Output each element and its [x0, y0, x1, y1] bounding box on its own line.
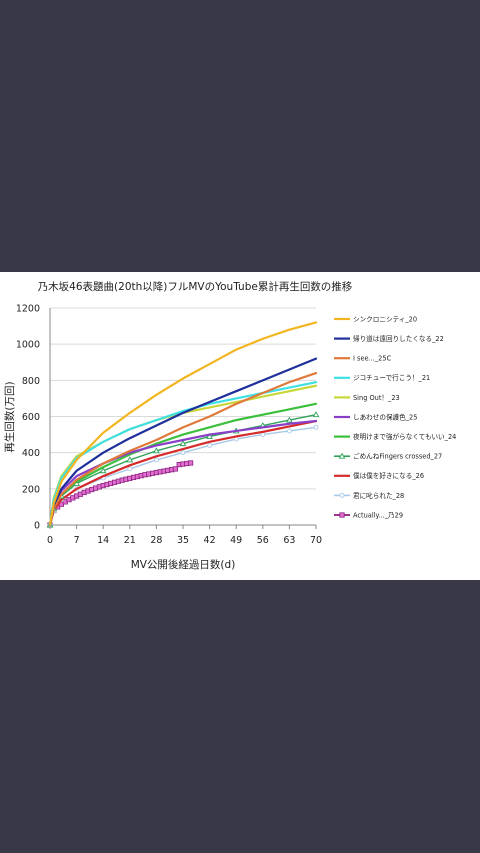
series-2: [48, 357, 318, 527]
x-tick-28: 28: [150, 535, 162, 546]
legend-marker-11: [339, 512, 345, 518]
series-10-point-7: [180, 450, 186, 456]
legend-label-7: 夜明けまで強がらなくてもいい_24: [353, 432, 456, 441]
x-axis-label: MV公開後経過日数(d): [131, 558, 236, 571]
x-tick-0: 0: [47, 535, 53, 546]
series-8-point-8: [206, 432, 213, 439]
legend-marker-10: [339, 492, 345, 498]
series-8-point-11: [286, 416, 293, 423]
x-tick-56: 56: [257, 535, 269, 546]
y-tick-0: 0: [34, 521, 40, 532]
legend-item-1: シンクロニシティ_20: [334, 315, 417, 323]
series-8-point-6: [153, 447, 160, 454]
y-tick-400: 400: [22, 448, 40, 459]
legend-item-8: ごめんねFingers crossed_27: [334, 452, 442, 461]
series-3: [48, 372, 318, 527]
series-6-line: [48, 419, 318, 527]
y-ticks: 0 200 400 600 800 1000 1200: [16, 304, 40, 532]
series-11-point-33: [172, 466, 178, 472]
series-10-point-6: [153, 457, 159, 463]
chart-title: 乃木坂46表題曲(20th以降)フルMVのYouTube累計再生回数の推移: [38, 280, 353, 293]
legend-label-6: しあわせの保護色_25: [353, 412, 417, 421]
legend: シンクロニシティ_20 帰り道は遠回りしたくなる_22 I see..._25C ジコ…: [334, 315, 456, 519]
series-10-point-12: [313, 424, 319, 430]
series-10-point-8: [207, 442, 213, 448]
y-tick-200: 200: [22, 484, 40, 495]
x-tick-42: 42: [204, 535, 216, 546]
legend-item-6: しあわせの保護色_25: [334, 412, 417, 421]
legend-marker-8: [338, 452, 346, 459]
x-ticks: 0 7 14 21 28 35 42 49 56 63 70: [47, 525, 322, 546]
series-9: [48, 419, 318, 527]
legend-item-2: 帰り道は遠回りしたくなる_22: [334, 334, 444, 343]
legend-item-7: 夜明けまで強がらなくてもいい_24: [334, 432, 456, 441]
legend-label-9: 僕は僕を好きになる_26: [353, 471, 424, 480]
legend-item-5: Sing Out！_23: [334, 394, 400, 402]
series-1-line: [48, 321, 318, 527]
y-tick-1200: 1200: [16, 304, 40, 315]
series-11-point-37: [187, 460, 194, 466]
legend-label-5: Sing Out！_23: [353, 394, 400, 402]
x-tick-70: 70: [310, 535, 322, 546]
x-tick-49: 49: [230, 535, 242, 546]
x-tick-63: 63: [283, 535, 295, 546]
y-axis-label: 再生回数(万回): [3, 381, 16, 452]
series-6: [48, 419, 318, 527]
y-tick-1000: 1000: [16, 340, 40, 351]
series-8-point-12: [312, 411, 320, 418]
series-10-point-11: [286, 428, 292, 434]
legend-label-4: ジコチューで行こう！_21: [353, 373, 430, 382]
x-tick-21: 21: [124, 535, 136, 546]
legend-item-9: 僕は僕を好きになる_26: [334, 471, 424, 480]
y-tick-600: 600: [22, 412, 40, 423]
series-8-point-5: [126, 456, 134, 463]
y-tick-800: 800: [22, 376, 40, 387]
series-10-point-5: [127, 466, 133, 472]
legend-label-10: 君に叱られた_28: [353, 491, 404, 500]
series-3-line: [48, 372, 318, 527]
line-chart: 乃木坂46表題曲(20th以降)フルMVのYouTube累計再生回数の推移 0 7…: [3, 280, 456, 571]
legend-item-3: I see..._25C: [334, 355, 392, 363]
series-layer: [46, 321, 320, 528]
x-tick-35: 35: [177, 535, 189, 546]
series-8-point-4: [99, 467, 107, 474]
legend-label-11: Actually..._乃29: [353, 511, 403, 519]
legend-item-4: ジコチューで行こう！_21: [334, 373, 430, 382]
series-8-point-7: [179, 440, 187, 447]
x-tick-7: 7: [74, 535, 80, 546]
series-5: [48, 384, 318, 527]
legend-label-2: 帰り道は遠回りしたくなる_22: [353, 334, 444, 343]
legend-item-10: 君に叱られた_28: [334, 491, 404, 500]
x-tick-14: 14: [97, 535, 109, 546]
legend-label-1: シンクロニシティ_20: [353, 315, 417, 323]
series-1: [48, 321, 318, 527]
legend-label-3: I see..._25C: [353, 355, 392, 363]
legend-label-8: ごめんねFingers crossed_27: [353, 452, 442, 461]
legend-item-11: Actually..._乃29: [334, 511, 403, 519]
chart-card: 乃木坂46表題曲(20th以降)フルMVのYouTube累計再生回数の推移 0 7…: [0, 272, 480, 580]
series-2-line: [48, 357, 318, 527]
series-9-line: [48, 419, 318, 527]
series-5-line: [48, 384, 318, 527]
